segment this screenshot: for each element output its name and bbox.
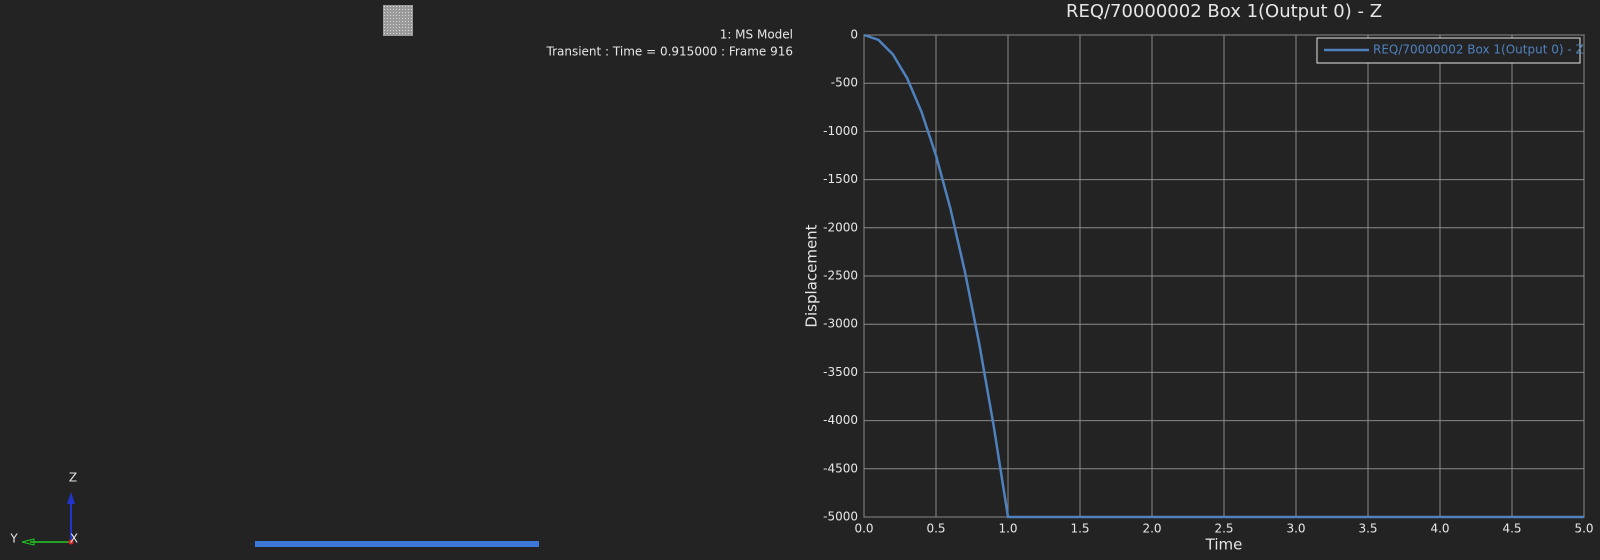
y-tick-label: -3500 bbox=[823, 365, 858, 379]
y-tick-label: -3000 bbox=[823, 317, 858, 331]
ground-plate bbox=[255, 541, 539, 547]
x-tick-label: 2.5 bbox=[1214, 522, 1233, 536]
time-label: Transient : Time = 0.915000 : Frame 916 bbox=[546, 45, 794, 59]
y-axis-label: Displacement bbox=[803, 224, 821, 327]
x-tick-label: 2.0 bbox=[1142, 522, 1161, 536]
x-axis-label: Time bbox=[1205, 536, 1243, 554]
x-tick-label: 3.0 bbox=[1286, 522, 1305, 536]
triad-x: X bbox=[70, 532, 78, 546]
y-tick-label: -500 bbox=[831, 76, 858, 90]
axis-triad: Z Y X bbox=[9, 471, 78, 546]
x-tick-label: 0.5 bbox=[926, 522, 945, 536]
legend-label: REQ/70000002 Box 1(Output 0) - Z bbox=[1373, 43, 1584, 57]
y-tick-label: -1500 bbox=[823, 172, 858, 186]
x-tick-label: 1.5 bbox=[1070, 522, 1089, 536]
y-tick-label: 0 bbox=[850, 28, 858, 42]
chart-title: REQ/70000002 Box 1(Output 0) - Z bbox=[1066, 1, 1382, 22]
model-viewport[interactable] bbox=[0, 0, 800, 560]
x-tick-label: 4.5 bbox=[1502, 522, 1521, 536]
y-tick-label: -2000 bbox=[823, 220, 858, 234]
x-tick-label: 5.0 bbox=[1574, 522, 1593, 536]
triad-z: Z bbox=[69, 471, 77, 485]
y-tick-label: -5000 bbox=[823, 510, 858, 524]
y-tick-label: -4500 bbox=[823, 461, 858, 475]
model-label: 1: MS Model bbox=[720, 28, 793, 42]
y-tick-label: -1000 bbox=[823, 124, 858, 138]
x-axis bbox=[68, 539, 74, 545]
x-tick-label: 3.5 bbox=[1358, 522, 1377, 536]
y-tick-label: -4000 bbox=[823, 413, 858, 427]
x-tick-label: 1.0 bbox=[998, 522, 1017, 536]
y-arrow bbox=[21, 538, 35, 546]
triad-y: Y bbox=[9, 532, 18, 546]
x-tick-label: 0.0 bbox=[854, 522, 873, 536]
y-tick-label: -2500 bbox=[823, 269, 858, 283]
x-tick-label: 4.0 bbox=[1430, 522, 1449, 536]
model-box[interactable] bbox=[383, 5, 413, 36]
data-line bbox=[863, 33, 1584, 519]
z-arrow bbox=[67, 492, 75, 504]
